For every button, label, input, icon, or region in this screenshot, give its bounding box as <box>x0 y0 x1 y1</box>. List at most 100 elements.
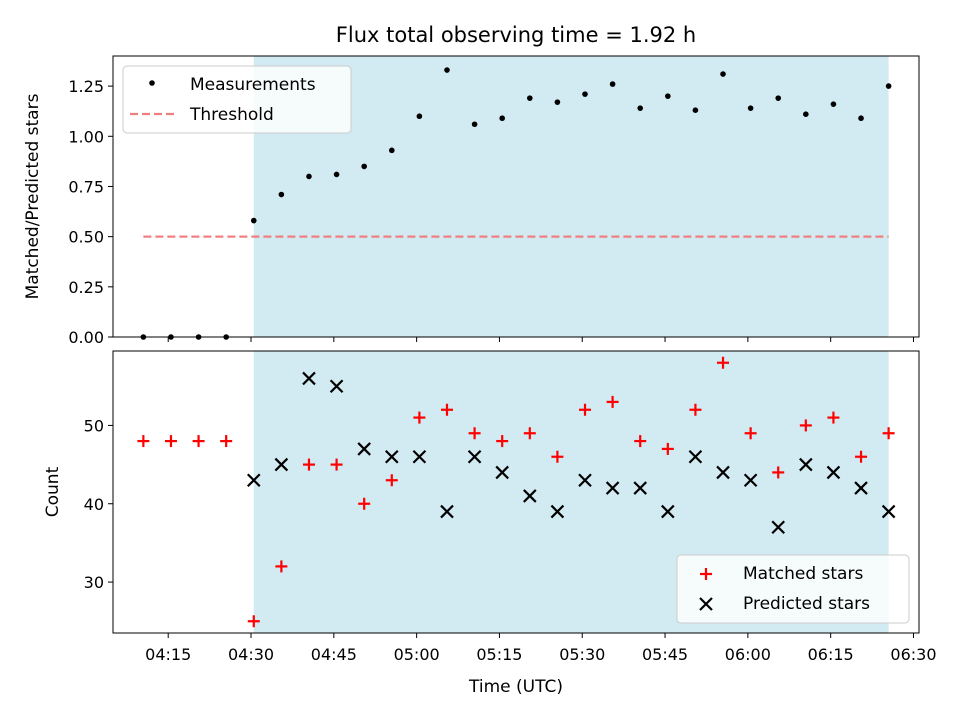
top-y-tick-label: 1.25 <box>68 77 104 96</box>
measurement-point <box>554 99 561 105</box>
matched-star-point <box>275 560 288 573</box>
x-tick-label: 04:30 <box>228 645 274 664</box>
measurement-point <box>416 113 423 120</box>
matched-star-point <box>220 435 233 448</box>
measurement-point <box>830 101 837 107</box>
predicted-star-point <box>385 449 399 464</box>
predicted-star-point <box>743 473 758 488</box>
measurement-point <box>582 91 588 97</box>
matched-star-point <box>247 615 260 628</box>
measurements-series <box>140 67 892 340</box>
measurement-point <box>720 71 726 77</box>
top-y-tick-label: 0.75 <box>68 177 104 196</box>
predicted-star-point <box>771 520 786 535</box>
matched-star-point <box>164 435 177 448</box>
top-y-tick-label: 1.00 <box>68 127 104 146</box>
top-y-axis-label: Matched/Predicted stars <box>23 93 43 299</box>
bottom-y-tick-label: 50 <box>84 416 104 435</box>
top-legend: Measurements Threshold <box>122 65 352 134</box>
legend-measurements-marker <box>149 80 155 86</box>
matched-star-point <box>385 474 398 487</box>
figure-title: Flux total observing time = 1.92 h <box>336 23 696 47</box>
x-tick-label: 04:45 <box>311 645 357 664</box>
matched-star-point <box>413 411 426 424</box>
matched-star-point <box>827 411 840 424</box>
x-tick-label: 06:00 <box>725 645 771 664</box>
matched-star-point <box>330 458 343 471</box>
measurement-point <box>637 105 644 111</box>
predicted-star-point <box>246 473 261 488</box>
matched-star-point <box>302 458 315 471</box>
top-y-ticks: 0.00 0.25 0.50 0.75 1.00 1.25 <box>68 77 113 347</box>
x-tick-label: 05:15 <box>476 645 522 664</box>
measurement-point <box>361 163 367 170</box>
matched-star-point <box>606 395 619 408</box>
x-tick-label: 05:45 <box>642 645 688 664</box>
matched-star-point <box>744 427 757 440</box>
legend-measurements-label: Measurements <box>190 75 316 95</box>
matched-star-point <box>772 466 785 479</box>
predicted-star-point <box>854 481 868 495</box>
predicted-star-point <box>495 465 509 480</box>
measurement-point <box>527 95 533 101</box>
matched-star-point <box>358 497 371 510</box>
predicted-star-point <box>440 504 454 519</box>
matched-star-point <box>661 442 674 455</box>
matched-star-point <box>551 450 564 463</box>
top-y-tick-label: 0.00 <box>68 328 104 347</box>
predicted-star-point <box>357 442 371 456</box>
measurement-point <box>388 147 395 154</box>
measurement-point <box>250 217 257 224</box>
bottom-legend-box <box>676 554 910 624</box>
matched-star-point <box>634 435 647 448</box>
legend-predicted-label: Predicted stars <box>743 594 870 614</box>
matched-star-point <box>882 427 895 440</box>
predicted-star-point <box>467 449 482 464</box>
predicted-star-point <box>826 465 841 480</box>
matched-star-point <box>717 356 730 369</box>
predicted-star-point <box>881 504 896 519</box>
predicted-star-point <box>274 457 289 472</box>
x-tick-label: 05:30 <box>559 645 605 664</box>
predicted-star-point <box>688 449 703 464</box>
legend-matched-label: Matched stars <box>743 564 863 584</box>
matched-star-point <box>523 427 536 440</box>
bottom-y-tick-label: 30 <box>84 573 104 592</box>
matched-star-point <box>137 435 150 448</box>
top-y-tick-label: 0.50 <box>68 228 104 247</box>
predicted-star-point <box>716 465 730 480</box>
measurement-point <box>609 81 616 87</box>
matched-star-point <box>440 403 453 416</box>
measurement-point <box>803 111 809 118</box>
x-tick-label: 04:15 <box>145 645 191 664</box>
top-axes-frame <box>112 55 920 338</box>
predicted-star-point <box>799 457 813 472</box>
bottom-y-axis-label: Count <box>43 466 63 517</box>
legend-threshold-label: Threshold <box>189 105 274 125</box>
matched-star-point <box>192 435 205 448</box>
measurement-point <box>306 173 312 180</box>
measurement-point <box>747 105 754 111</box>
matched-star-point <box>855 450 868 463</box>
top-shaded-span <box>253 56 889 337</box>
legend-predicted-marker <box>699 597 713 611</box>
measurement-point <box>692 107 699 113</box>
measurement-point <box>471 121 478 128</box>
measurement-point <box>885 83 892 89</box>
predicted-star-point <box>329 379 344 394</box>
measurement-point <box>333 171 340 178</box>
x-axis-label: Time (UTC) <box>468 677 563 697</box>
bottom-panel: 30 40 50 04:15 04:30 04:45 05:00 05:15 05:30 05:… <box>43 350 937 697</box>
top-panel: 0.00 0.25 0.50 0.75 1.00 1.25 Matched/Predict… <box>23 55 920 347</box>
measurement-point <box>499 115 505 122</box>
measurement-point <box>444 67 450 73</box>
bottom-legend: Matched stars Predicted stars <box>676 554 910 624</box>
predicted-star-point <box>661 504 675 519</box>
x-tick-label: 05:00 <box>394 645 440 664</box>
bottom-y-ticks: 30 40 50 <box>84 416 113 592</box>
matched-series <box>137 356 895 628</box>
legend-matched-marker <box>700 568 712 580</box>
bottom-axes-frame <box>112 350 920 634</box>
predicted-star-point <box>578 473 592 488</box>
